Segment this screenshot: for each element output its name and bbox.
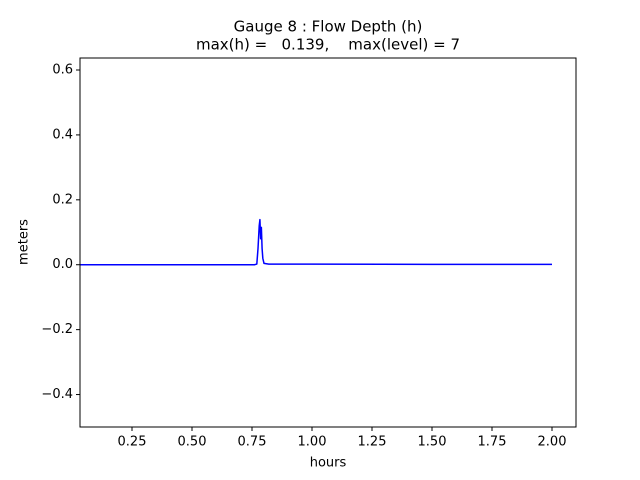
y-tick-label: 0.6 (52, 63, 73, 78)
y-tick-label: 0.4 (52, 127, 73, 142)
x-tick-label: 0.50 (178, 435, 207, 450)
x-tick-label: 1.50 (418, 435, 447, 450)
chart-title: Gauge 8 : Flow Depth (h) (234, 18, 423, 36)
x-tick-label: 1.75 (478, 435, 507, 450)
x-tick-label: 1.25 (358, 435, 387, 450)
data-line (80, 218, 552, 266)
x-tick-label: 1.00 (298, 435, 327, 450)
y-axis-label: meters (17, 219, 32, 265)
plot-frame (79, 57, 577, 428)
y-tick-label: −0.4 (41, 387, 73, 402)
x-tick-label: 2.00 (538, 435, 567, 450)
x-tick-label: 0.25 (118, 435, 147, 450)
y-tick-label: −0.2 (41, 322, 73, 337)
x-tick-label: 0.75 (238, 435, 267, 450)
x-axis-label: hours (310, 456, 347, 471)
y-tick-label: 0.2 (52, 192, 73, 207)
y-tick-label: 0.0 (52, 257, 73, 272)
chart-subtitle: max(h) = 0.139, max(level) = 7 (196, 36, 460, 54)
